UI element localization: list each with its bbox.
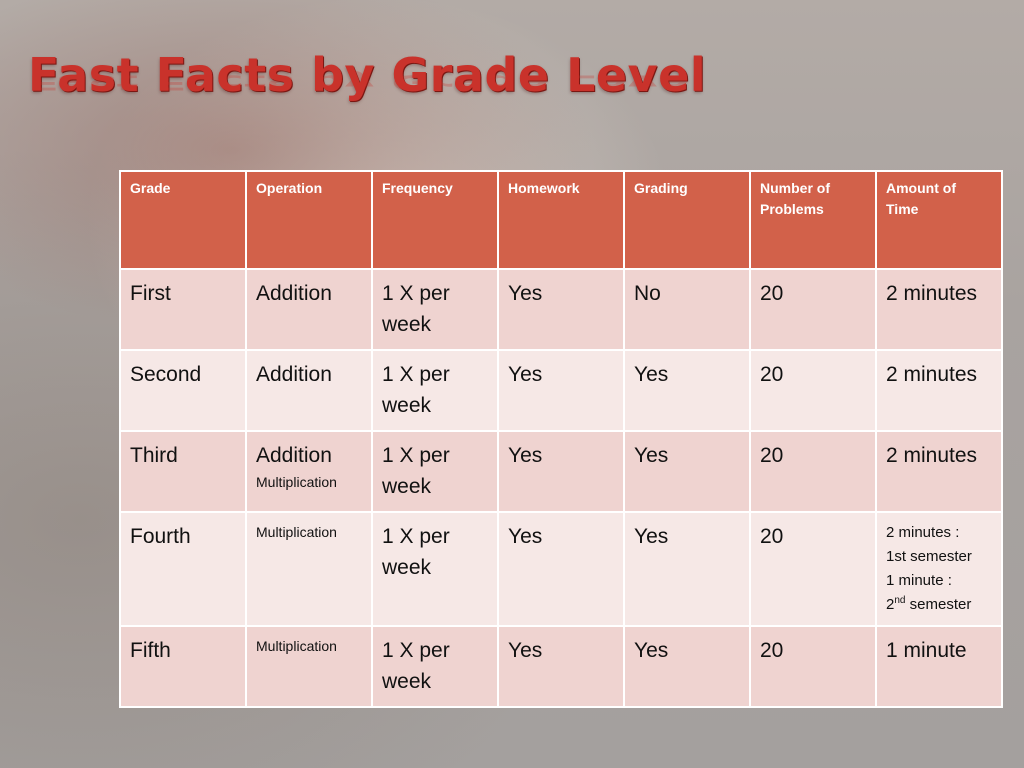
cell-grade: Second (119, 349, 247, 432)
cell-time: 2 minutes (875, 349, 1003, 432)
cell-operation: Multiplication (245, 511, 373, 627)
cell-problems: 20 (749, 511, 877, 627)
cell-time: 2 minutes (875, 430, 1003, 513)
time-note-line: 2nd semester (886, 593, 992, 617)
time-note-line: 2 minutes : (886, 524, 960, 541)
cell-grade: Fourth (119, 511, 247, 627)
cell-grading: Yes (623, 349, 751, 432)
cell-operation-primary: Multiplication (256, 638, 337, 654)
cell-homework: Yes (497, 268, 625, 351)
cell-grading: Yes (623, 625, 751, 708)
header-number-of-problems: Number of Problems (749, 170, 877, 270)
fast-facts-table: Grade Operation Frequency Homework Gradi… (119, 170, 1003, 708)
cell-problems: 20 (749, 625, 877, 708)
table-row: Third Addition Multiplication 1 X per we… (119, 430, 1003, 513)
cell-problems: 20 (749, 268, 877, 351)
cell-problems: 20 (749, 349, 877, 432)
header-amount-of-time: Amount of Time (875, 170, 1003, 270)
header-frequency: Frequency (371, 170, 499, 270)
cell-operation: Multiplication (245, 625, 373, 708)
table-row: Second Addition 1 X per week Yes Yes 20 … (119, 349, 1003, 432)
semester-label: semester (905, 596, 972, 613)
header-homework: Homework (497, 170, 625, 270)
cell-frequency: 1 X per week (371, 430, 499, 513)
cell-operation-secondary: Multiplication (256, 474, 337, 490)
cell-grade: Fifth (119, 625, 247, 708)
cell-homework: Yes (497, 625, 625, 708)
slide-title: Fast Facts by Grade Level (28, 48, 707, 102)
cell-operation-primary: Multiplication (256, 524, 337, 540)
table-row: First Addition 1 X per week Yes No 20 2 … (119, 268, 1003, 351)
cell-homework: Yes (497, 349, 625, 432)
cell-operation: Addition (245, 349, 373, 432)
cell-homework: Yes (497, 430, 625, 513)
table-row: Fourth Multiplication 1 X per week Yes Y… (119, 511, 1003, 627)
cell-time: 2 minutes : 1st semester 1 minute : 2nd … (875, 511, 1003, 627)
cell-frequency: 1 X per week (371, 625, 499, 708)
cell-frequency: 1 X per week (371, 511, 499, 627)
cell-grading: No (623, 268, 751, 351)
header-grading: Grading (623, 170, 751, 270)
table-header-row: Grade Operation Frequency Homework Gradi… (119, 170, 1003, 270)
cell-grade: First (119, 268, 247, 351)
cell-problems: 20 (749, 430, 877, 513)
cell-operation-primary: Addition (256, 444, 332, 467)
cell-time: 2 minutes (875, 268, 1003, 351)
cell-operation: Addition Multiplication (245, 430, 373, 513)
time-note-line: 1st semester (886, 548, 972, 565)
cell-grading: Yes (623, 511, 751, 627)
header-grade: Grade (119, 170, 247, 270)
table-row: Fifth Multiplication 1 X per week Yes Ye… (119, 625, 1003, 708)
time-note-line: 1 minute : (886, 572, 952, 589)
cell-frequency: 1 X per week (371, 268, 499, 351)
header-operation: Operation (245, 170, 373, 270)
ordinal-suffix: nd (894, 595, 906, 606)
cell-grading: Yes (623, 430, 751, 513)
cell-grade: Third (119, 430, 247, 513)
cell-operation: Addition (245, 268, 373, 351)
cell-time: 1 minute (875, 625, 1003, 708)
cell-homework: Yes (497, 511, 625, 627)
cell-frequency: 1 X per week (371, 349, 499, 432)
ordinal-number: 2 (886, 596, 895, 613)
